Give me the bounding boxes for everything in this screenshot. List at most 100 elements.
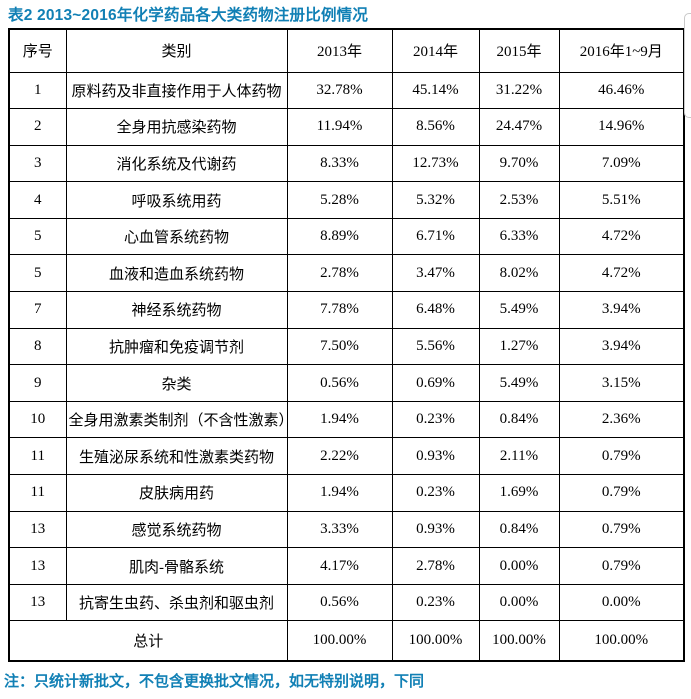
category-cell: 皮肤病用药 xyxy=(65,474,288,512)
value-cell: 0.84% xyxy=(478,400,560,439)
category-cell: 抗肿瘤和免疫调节剂 xyxy=(65,327,288,366)
value-cell: 0.93% xyxy=(391,510,480,549)
table-row: 3 消化系统及代谢药 8.33% 12.73% 9.70% 7.09% xyxy=(8,144,685,183)
value-cell: 2.53% xyxy=(478,181,560,219)
value-cell: 31.22% xyxy=(478,71,560,110)
category-cell: 肌肉-骨骼系统 xyxy=(65,547,288,585)
value-cell: 3.94% xyxy=(558,327,685,366)
category-cell: 抗寄生虫药、杀虫剂和驱虫剂 xyxy=(65,583,288,622)
value-cell: 3.94% xyxy=(558,291,685,329)
value-cell: 24.47% xyxy=(478,108,560,146)
value-cell: 2.36% xyxy=(558,400,685,439)
header-2015: 2015年 xyxy=(478,28,560,73)
category-cell: 全身用抗感染药物 xyxy=(65,108,288,146)
value-cell: 7.50% xyxy=(286,327,393,366)
value-cell: 5.49% xyxy=(478,364,560,402)
value-cell: 5.28% xyxy=(286,181,393,219)
row-index-cell: 9 xyxy=(8,364,67,402)
table-body: 1 原料药及非直接作用于人体药物 32.78% 45.14% 31.22% 46.46% 2… xyxy=(8,71,685,622)
value-cell: 5.56% xyxy=(391,327,480,366)
row-index-cell: 1 xyxy=(8,71,67,110)
value-cell: 2.78% xyxy=(391,547,480,585)
value-cell: 1.27% xyxy=(478,327,560,366)
table-header-row: 序号 类别 2013年 2014年 2015年 2016年1~9月 xyxy=(8,28,685,73)
value-cell: 8.02% xyxy=(478,254,560,293)
category-cell: 感觉系统药物 xyxy=(65,510,288,549)
row-index-cell: 10 xyxy=(8,400,67,439)
value-cell: 0.56% xyxy=(286,364,393,402)
value-cell: 11.94% xyxy=(286,108,393,146)
row-index-cell: 8 xyxy=(8,327,67,366)
row-index-cell: 5 xyxy=(8,254,67,293)
value-cell: 3.15% xyxy=(558,364,685,402)
category-cell: 呼吸系统用药 xyxy=(65,181,288,219)
value-cell: 0.00% xyxy=(558,583,685,622)
value-cell: 4.72% xyxy=(558,254,685,293)
value-cell: 6.48% xyxy=(391,291,480,329)
table-footnote: 注：只统计新批文，不包含更换批文情况，如无特别说明，下同 xyxy=(4,673,425,690)
value-cell: 0.56% xyxy=(286,583,393,622)
page-edge-decoration xyxy=(684,13,691,118)
table-title: 表2 2013~2016年化学药品各大类药物注册比例情况 xyxy=(8,7,369,24)
table-row: 5 血液和造血系统药物 2.78% 3.47% 8.02% 4.72% xyxy=(8,254,685,293)
category-cell: 心血管系统药物 xyxy=(65,217,288,256)
total-value-cell: 100.00% xyxy=(558,620,685,662)
value-cell: 3.33% xyxy=(286,510,393,549)
value-cell: 0.69% xyxy=(391,364,480,402)
value-cell: 8.33% xyxy=(286,144,393,183)
value-cell: 2.11% xyxy=(478,437,560,476)
table-row: 11 生殖泌尿系统和性激素类药物 2.22% 0.93% 2.11% 0.79% xyxy=(8,437,685,476)
value-cell: 3.47% xyxy=(391,254,480,293)
value-cell: 14.96% xyxy=(558,108,685,146)
value-cell: 9.70% xyxy=(478,144,560,183)
table-row: 10 全身用激素类制剂（不含性激素） 1.94% 0.23% 0.84% 2.36% xyxy=(8,400,685,439)
drug-registration-table: 序号 类别 2013年 2014年 2015年 2016年1~9月 1 原料药及非… xyxy=(8,28,685,662)
header-category: 类别 xyxy=(65,28,288,73)
table-row: 2 全身用抗感染药物 11.94% 8.56% 24.47% 14.96% xyxy=(8,108,685,146)
value-cell: 0.23% xyxy=(391,583,480,622)
value-cell: 8.56% xyxy=(391,108,480,146)
header-2013: 2013年 xyxy=(286,28,393,73)
value-cell: 0.79% xyxy=(558,547,685,585)
value-cell: 12.73% xyxy=(391,144,480,183)
value-cell: 7.78% xyxy=(286,291,393,329)
value-cell: 2.78% xyxy=(286,254,393,293)
value-cell: 5.51% xyxy=(558,181,685,219)
value-cell: 0.79% xyxy=(558,437,685,476)
row-index-cell: 5 xyxy=(8,217,67,256)
value-cell: 1.94% xyxy=(286,474,393,512)
row-index-cell: 13 xyxy=(8,583,67,622)
table-row: 4 呼吸系统用药 5.28% 5.32% 2.53% 5.51% xyxy=(8,181,685,219)
total-label-cell: 总计 xyxy=(8,620,288,662)
value-cell: 6.33% xyxy=(478,217,560,256)
value-cell: 4.17% xyxy=(286,547,393,585)
row-index-cell: 4 xyxy=(8,181,67,219)
value-cell: 32.78% xyxy=(286,71,393,110)
header-2016: 2016年1~9月 xyxy=(558,28,685,73)
value-cell: 7.09% xyxy=(558,144,685,183)
total-row: 总计 100.00% 100.00% 100.00% 100.00% xyxy=(8,620,685,662)
category-cell: 生殖泌尿系统和性激素类药物 xyxy=(65,437,288,476)
table-row: 13 抗寄生虫药、杀虫剂和驱虫剂 0.56% 0.23% 0.00% 0.00% xyxy=(8,583,685,622)
value-cell: 5.49% xyxy=(478,291,560,329)
value-cell: 46.46% xyxy=(558,71,685,110)
table-row: 9 杂类 0.56% 0.69% 5.49% 3.15% xyxy=(8,364,685,402)
row-index-cell: 3 xyxy=(8,144,67,183)
table-row: 11 皮肤病用药 1.94% 0.23% 1.69% 0.79% xyxy=(8,474,685,512)
table-row: 8 抗肿瘤和免疫调节剂 7.50% 5.56% 1.27% 3.94% xyxy=(8,327,685,366)
row-index-cell: 11 xyxy=(8,437,67,476)
table-row: 7 神经系统药物 7.78% 6.48% 5.49% 3.94% xyxy=(8,291,685,329)
value-cell: 8.89% xyxy=(286,217,393,256)
category-cell: 神经系统药物 xyxy=(65,291,288,329)
row-index-cell: 7 xyxy=(8,291,67,329)
value-cell: 6.71% xyxy=(391,217,480,256)
category-cell: 全身用激素类制剂（不含性激素） xyxy=(65,400,288,439)
total-value-cell: 100.00% xyxy=(391,620,480,662)
value-cell: 0.23% xyxy=(391,400,480,439)
value-cell: 0.84% xyxy=(478,510,560,549)
value-cell: 1.94% xyxy=(286,400,393,439)
value-cell: 0.23% xyxy=(391,474,480,512)
total-value-cell: 100.00% xyxy=(286,620,393,662)
row-index-cell: 13 xyxy=(8,510,67,549)
